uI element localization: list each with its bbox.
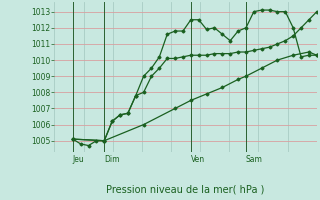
- Text: Jeu: Jeu: [73, 155, 84, 164]
- Text: Ven: Ven: [191, 155, 205, 164]
- Text: Pression niveau de la mer( hPa ): Pression niveau de la mer( hPa ): [107, 185, 265, 195]
- Text: Dim: Dim: [104, 155, 120, 164]
- Text: Sam: Sam: [246, 155, 263, 164]
